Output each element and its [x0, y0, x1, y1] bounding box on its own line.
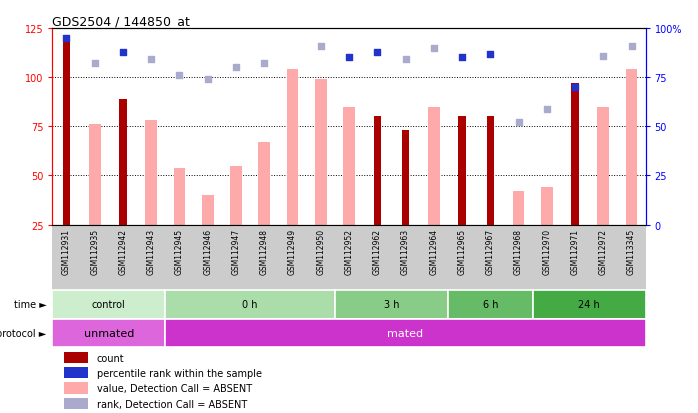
Text: GDS2504 / 144850_at: GDS2504 / 144850_at — [52, 15, 191, 28]
Bar — [373, 117, 381, 225]
Text: GSM112931: GSM112931 — [62, 228, 71, 274]
Bar — [52, 290, 165, 319]
Text: GSM112970: GSM112970 — [542, 228, 551, 274]
Text: GSM112949: GSM112949 — [288, 228, 297, 274]
Text: mated: mated — [387, 328, 424, 338]
Text: GSM112962: GSM112962 — [373, 228, 382, 274]
Point — [597, 53, 609, 59]
Text: GSM112945: GSM112945 — [175, 228, 184, 274]
Text: 0 h: 0 h — [242, 300, 258, 310]
Bar — [145, 121, 157, 225]
Bar — [402, 131, 409, 225]
Text: GSM112965: GSM112965 — [457, 228, 466, 274]
Point — [371, 49, 383, 56]
Bar — [315, 80, 327, 225]
Point — [174, 73, 185, 79]
Text: GSM112963: GSM112963 — [401, 228, 410, 274]
Bar — [428, 107, 440, 225]
Point — [570, 84, 581, 91]
Text: rank, Detection Call = ABSENT: rank, Detection Call = ABSENT — [97, 399, 247, 408]
Text: GSM112935: GSM112935 — [90, 228, 99, 274]
Bar — [165, 319, 646, 348]
Text: GSM112942: GSM112942 — [119, 228, 128, 274]
Point — [117, 49, 128, 56]
Text: GSM112948: GSM112948 — [260, 228, 269, 274]
Point — [230, 65, 242, 71]
Bar — [541, 188, 553, 225]
Text: count: count — [97, 353, 124, 363]
Bar — [64, 367, 88, 378]
Text: GSM112943: GSM112943 — [147, 228, 156, 274]
Point — [400, 57, 411, 64]
Bar — [119, 100, 126, 225]
Bar — [64, 352, 88, 363]
Bar — [597, 107, 609, 225]
Text: GSM112950: GSM112950 — [316, 228, 325, 274]
Bar — [487, 117, 494, 225]
Point — [456, 55, 468, 62]
Point — [484, 51, 496, 58]
Bar — [64, 382, 88, 394]
Bar — [89, 125, 101, 225]
Bar — [174, 168, 186, 225]
Bar — [202, 196, 214, 225]
Text: GSM112946: GSM112946 — [203, 228, 212, 274]
Text: GSM112971: GSM112971 — [570, 228, 579, 274]
Text: 24 h: 24 h — [578, 300, 600, 310]
Bar — [512, 192, 524, 225]
Text: GSM113345: GSM113345 — [627, 228, 636, 274]
Text: 6 h: 6 h — [482, 300, 498, 310]
Text: value, Detection Call = ABSENT: value, Detection Call = ABSENT — [97, 383, 252, 393]
Bar — [625, 70, 637, 225]
Text: GSM112952: GSM112952 — [345, 228, 353, 274]
Point — [61, 36, 72, 42]
Bar — [287, 70, 299, 225]
Bar — [459, 117, 466, 225]
Point — [202, 76, 214, 83]
Bar — [63, 39, 70, 225]
Text: unmated: unmated — [84, 328, 134, 338]
Bar — [258, 142, 270, 225]
Bar — [343, 107, 355, 225]
Text: GSM112967: GSM112967 — [486, 228, 495, 274]
Bar — [64, 398, 88, 409]
Text: GSM112964: GSM112964 — [429, 228, 438, 274]
Text: control: control — [92, 300, 126, 310]
Bar — [533, 290, 646, 319]
Text: time ►: time ► — [14, 300, 46, 310]
Bar — [52, 319, 165, 348]
Text: protocol ►: protocol ► — [0, 328, 46, 338]
Bar — [230, 166, 242, 225]
Point — [513, 120, 524, 126]
Bar — [572, 84, 579, 225]
Bar — [165, 290, 335, 319]
Point — [428, 45, 439, 52]
Point — [315, 43, 327, 50]
Text: GSM112972: GSM112972 — [599, 228, 608, 274]
Point — [259, 61, 270, 67]
Bar — [335, 290, 448, 319]
Point — [541, 106, 552, 113]
Text: GSM112947: GSM112947 — [232, 228, 241, 274]
Text: GSM112968: GSM112968 — [514, 228, 523, 274]
Text: percentile rank within the sample: percentile rank within the sample — [97, 368, 262, 378]
Point — [343, 55, 355, 62]
Point — [89, 61, 101, 67]
Text: 3 h: 3 h — [384, 300, 399, 310]
Point — [146, 57, 157, 64]
Point — [626, 43, 637, 50]
Bar — [448, 290, 533, 319]
